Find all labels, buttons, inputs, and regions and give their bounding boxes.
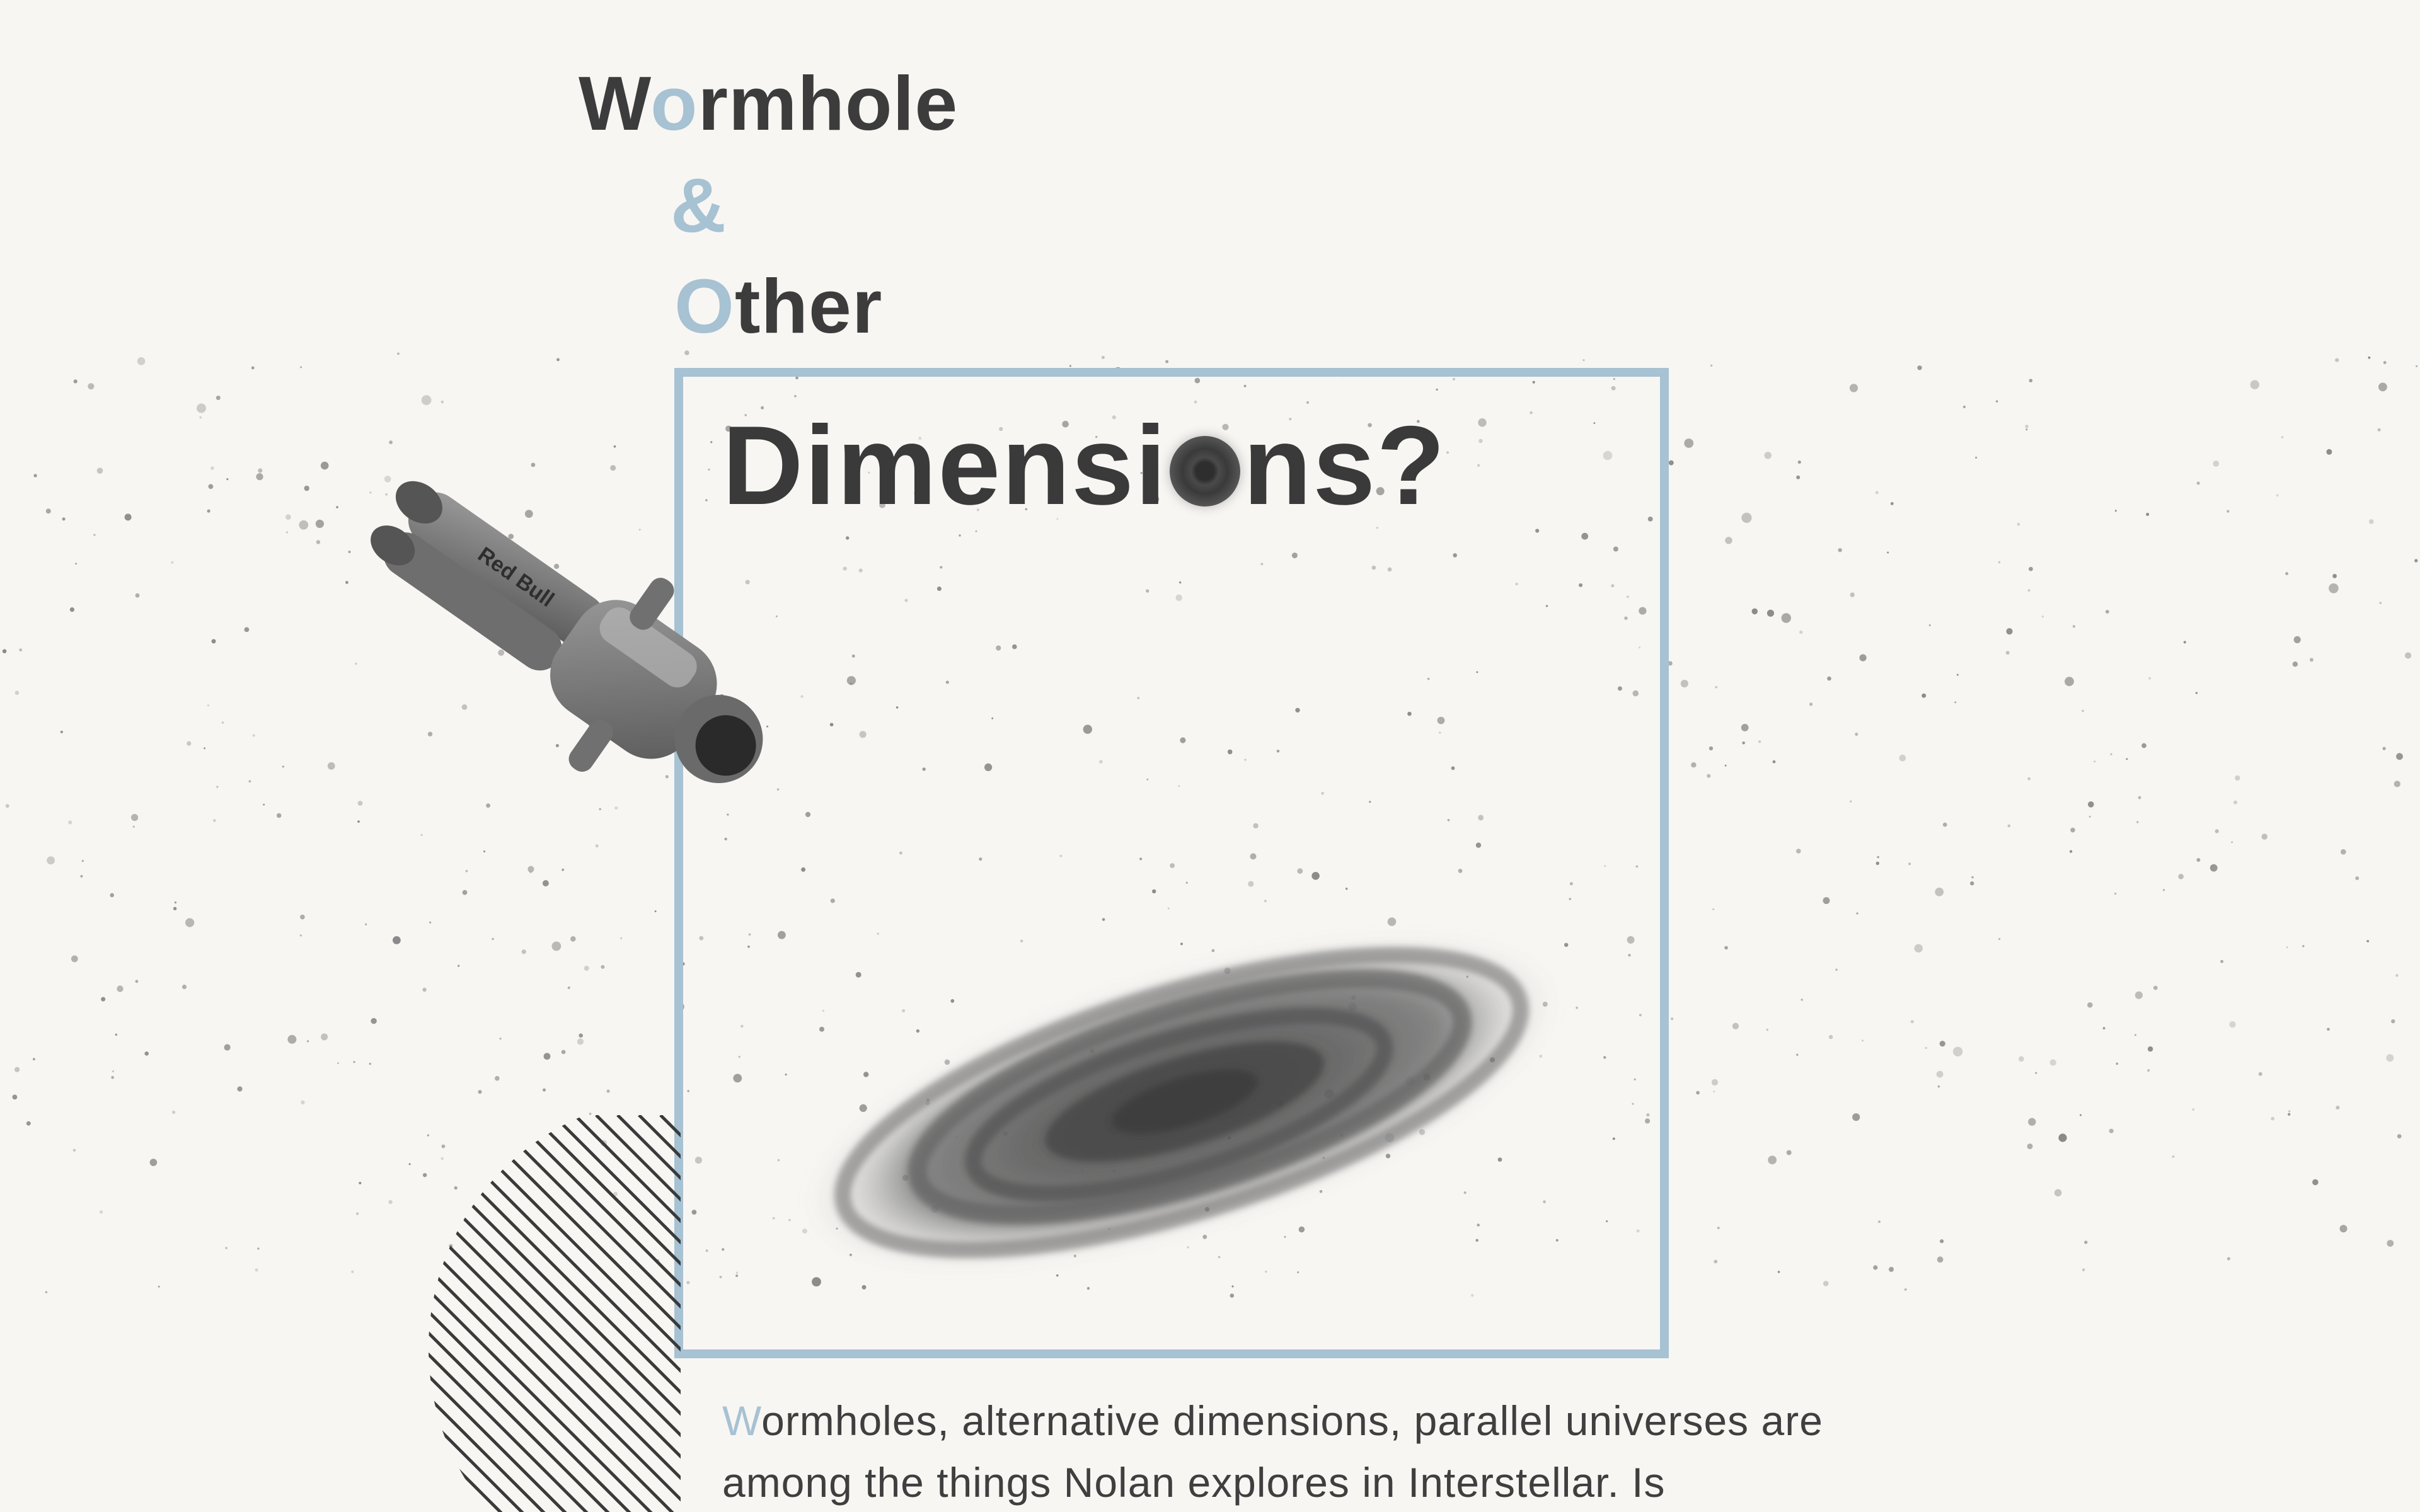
title-wormhole-rest: rmhole: [698, 60, 959, 146]
spiral-galaxy-icon: [806, 936, 1557, 1269]
title-other-accent-letter: O: [674, 263, 735, 349]
article-intro-text: ormholes, alternative dimensions, parall…: [722, 1397, 1823, 1506]
title-ampersand: &: [671, 163, 727, 248]
title-dimensions-start: Dimensi: [722, 403, 1168, 528]
article-intro-first-letter: W: [722, 1397, 762, 1444]
hero-frame: [674, 368, 1669, 1358]
title-dimensions-end: ns?: [1243, 403, 1446, 528]
hatched-circle-icon: [429, 1115, 681, 1512]
black-hole-icon: [1170, 436, 1241, 507]
article-intro: Wormholes, alternative dimensions, paral…: [722, 1390, 1920, 1512]
title-wormhole-first-letter: W: [579, 60, 650, 146]
astronaut-icon: Red Bull: [371, 481, 763, 784]
title-wormhole: Wormhole: [579, 65, 958, 142]
title-wormhole-accent-letter: o: [650, 60, 698, 146]
title-other-rest: ther: [734, 263, 883, 349]
title-dimensions: Dimensi ns?: [722, 410, 1446, 522]
title-other: Other: [674, 268, 882, 345]
